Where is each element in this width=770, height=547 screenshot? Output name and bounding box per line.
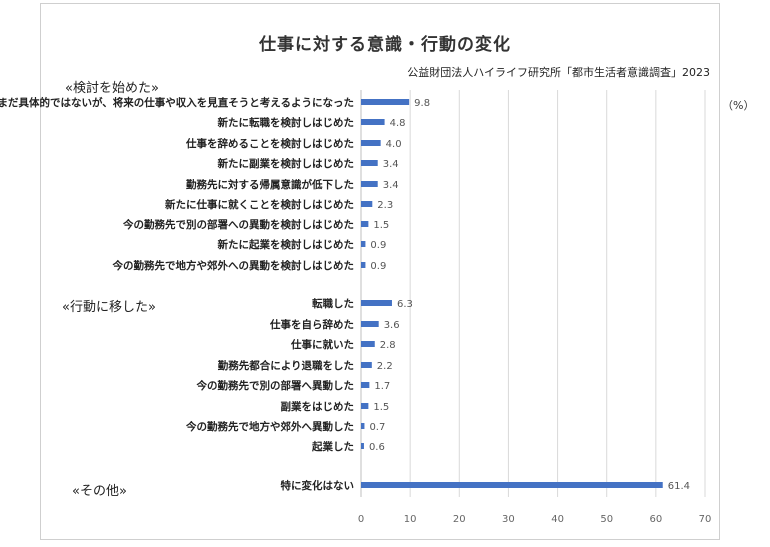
value-label: 1.5 [373, 402, 389, 413]
group-label-considering: «検討を始めた» [65, 81, 159, 96]
value-label: 1.5 [373, 220, 389, 231]
category-label: 勤務先都合により退職をした [218, 359, 354, 372]
value-label: 4.0 [386, 139, 402, 150]
bar [361, 300, 392, 306]
category-label: まだ具体的ではないが、将来の仕事や収入を見直そうと考えるようになった [0, 96, 354, 109]
value-label: 3.4 [383, 180, 399, 191]
value-label: 3.4 [383, 159, 399, 170]
bar [361, 99, 410, 105]
value-label: 6.3 [397, 299, 413, 310]
category-label: 新たに転職を検討しはじめた [218, 116, 355, 129]
value-label: 1.7 [374, 381, 390, 392]
category-label: 勤務先に対する帰属意識が低下した [186, 178, 354, 191]
category-label: 転職した [312, 297, 354, 310]
category-label: 今の勤務先で別の部署への異動を検討しはじめた [122, 218, 354, 231]
category-label: 特に変化はない [281, 479, 355, 492]
value-label: 0.7 [369, 422, 385, 433]
bar [361, 321, 379, 327]
x-tick-label: 30 [502, 514, 515, 525]
category-label: 仕事を辞めることを検討しはじめた [185, 137, 354, 150]
chart-source: 公益財団法人ハイライフ研究所「都市生活者意識調査」2023 [407, 66, 710, 79]
category-label: 仕事に就いた [290, 338, 354, 351]
bar [361, 262, 366, 268]
value-label: 2.2 [377, 361, 393, 372]
bar [361, 241, 366, 247]
bar [361, 140, 381, 146]
bar [361, 443, 364, 449]
bar [361, 482, 663, 488]
category-label: 新たに副業を検討しはじめた [218, 157, 355, 170]
bar [361, 382, 370, 388]
value-label: 9.8 [414, 98, 430, 109]
value-label: 3.6 [384, 320, 400, 331]
bar [361, 362, 372, 368]
category-label: 起業した [311, 440, 354, 453]
bar [361, 221, 369, 227]
group-label-acted: «行動に移した» [62, 300, 156, 315]
bar [361, 181, 378, 187]
unit-label: （%） [722, 99, 755, 112]
value-label: 2.8 [380, 340, 396, 351]
value-label: 0.9 [370, 261, 386, 272]
category-label: 今の勤務先で地方や郊外へ異動した [185, 420, 354, 433]
category-label: 仕事を自ら辞めた [269, 318, 354, 331]
category-label: 副業をはじめた [281, 400, 355, 413]
group-label-other: «その他» [72, 484, 127, 499]
chart-title: 仕事に対する意識・行動の変化 [259, 35, 511, 55]
x-tick-label: 70 [699, 514, 712, 525]
bar [361, 201, 373, 207]
x-tick-label: 20 [453, 514, 466, 525]
x-tick-label: 0 [358, 514, 364, 525]
value-label: 4.8 [390, 118, 406, 129]
category-label: 今の勤務先で別の部署へ異動した [196, 379, 355, 392]
x-tick-label: 50 [600, 514, 613, 525]
x-tick-label: 40 [551, 514, 564, 525]
bar [361, 423, 365, 429]
x-tick-label: 10 [404, 514, 417, 525]
category-label: 新たに起業を検討しはじめた [218, 238, 355, 251]
bar [361, 160, 378, 166]
value-label: 2.3 [377, 200, 393, 211]
value-label: 0.6 [369, 442, 385, 453]
bar [361, 341, 375, 347]
category-label: 新たに仕事に就くことを検討しはじめた [165, 198, 354, 211]
value-label: 61.4 [668, 481, 690, 492]
bar [361, 403, 369, 409]
value-label: 0.9 [370, 240, 386, 251]
category-label: 今の勤務先で地方や郊外への異動を検討しはじめた [112, 259, 355, 272]
bar [361, 119, 385, 125]
x-tick-label: 60 [649, 514, 662, 525]
